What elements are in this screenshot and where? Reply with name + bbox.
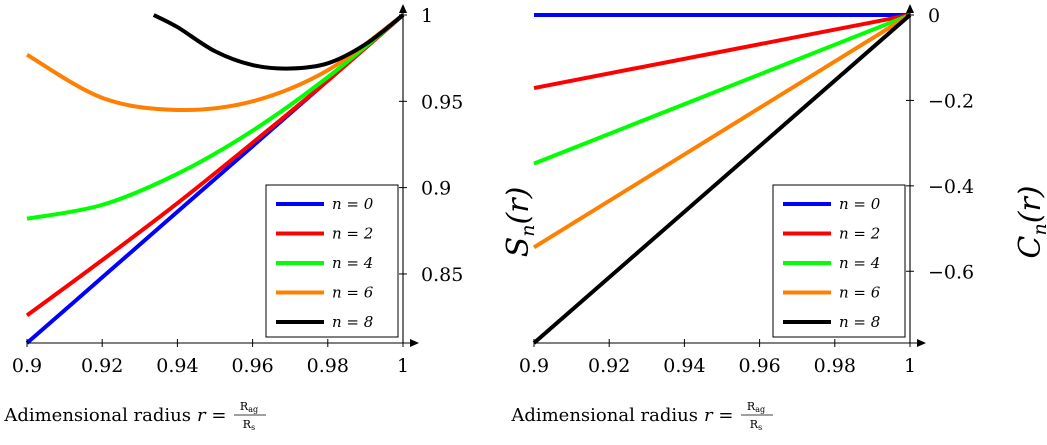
- right-panel-legend-label-4: n = 8: [839, 313, 880, 331]
- left-panel-x-label-frac-num-sub: ag: [248, 405, 258, 414]
- left-panel-x-label-text: Adimensional radius: [3, 405, 191, 426]
- right-panel-series-group: [532, 13, 912, 345]
- right-panel-x-tick-label-5: 1: [904, 355, 916, 377]
- left-panel-x-label-frac-num: Rag: [240, 400, 258, 414]
- right-panel-legend-label-1: n = 2: [839, 225, 880, 243]
- left-panel-x-tick-label-5: 1: [397, 355, 409, 377]
- left-panel-x-tick-label-2: 0.94: [156, 355, 198, 377]
- right-panel-y-axis-arrow: [906, 4, 914, 13]
- right-panel-x-label: Adimensional radius r = Rag Rs: [510, 400, 773, 432]
- right-panel-series-line-3: [532, 13, 912, 250]
- left-panel-series-group: [25, 13, 405, 345]
- right-panel-x-tick-label-3: 0.96: [738, 355, 780, 377]
- left-panel-x-tick-label-3: 0.96: [231, 355, 273, 377]
- right-panel-x-label-frac-den: Rs: [750, 418, 762, 432]
- left-panel-x-label-math: r =: [197, 405, 226, 426]
- right-panel-series-line-4: [532, 13, 912, 345]
- right-panel-legend-label-2: n = 4: [839, 254, 880, 272]
- left-panel-y-tick-label-0: 0.85: [421, 264, 463, 286]
- right-panel-y-tick-label-1: −0.2: [928, 90, 974, 112]
- left-panel-x-label-frac-den-sub: s: [251, 423, 255, 432]
- right-panel-x-label-frac-num: Rag: [747, 400, 765, 414]
- right-panel-y-tick-label-2: −0.4: [928, 176, 974, 198]
- right-panel-x-label-text: Adimensional radius: [510, 405, 698, 426]
- right-panel-left-title: Sn(r): [501, 187, 539, 258]
- right-panel-x-axis-arrow: [917, 339, 926, 347]
- left-panel-series-line-4: [152, 13, 405, 71]
- right-panel-y-tick-label-0: 0: [928, 5, 940, 27]
- left-panel-legend-label-1: n = 2: [332, 225, 373, 243]
- right-panel-x-tick-label-0: 0.9: [519, 355, 549, 377]
- left-panel-x-tick-label-1: 0.92: [81, 355, 123, 377]
- right-panel-series-line-2: [533, 13, 911, 166]
- right-panel-right-title-sub: n: [1029, 223, 1047, 235]
- left-panel-legend-label-4: n = 8: [332, 313, 373, 331]
- left-panel-x-tick-label-0: 0.9: [12, 355, 42, 377]
- left-panel-x-tick-label-4: 0.98: [307, 355, 349, 377]
- right-panel-x-label-frac-num-sub: ag: [755, 405, 765, 414]
- left-panel-legend-label-3: n = 6: [332, 284, 374, 302]
- right-panel-legend: n = 0 n = 2 n = 4 n = 6 n = 8: [772, 184, 906, 338]
- left-panel-legend-label-0: n = 0: [332, 195, 374, 213]
- left-panel-legend: n = 0 n = 2 n = 4 n = 6 n = 8: [265, 184, 399, 338]
- right-panel-right-title: Cn(r): [1013, 186, 1047, 259]
- right-panel-series-line-1: [533, 13, 911, 90]
- right-panel-right-title-arg: (r): [1013, 186, 1047, 224]
- left-panel-y-tick-label-1: 0.9: [421, 178, 451, 200]
- right-panel-legend-label-3: n = 6: [839, 284, 881, 302]
- left-panel-legend-box: [265, 184, 399, 338]
- left-panel-y-tick-label-2: 0.95: [421, 91, 463, 113]
- right-panel-y-tick-label-3: −0.6: [928, 261, 974, 283]
- right-panel-legend-label-0: n = 0: [839, 195, 881, 213]
- right-panel-x-tick-label-2: 0.94: [663, 355, 705, 377]
- left-panel-legend-label-2: n = 4: [332, 254, 373, 272]
- left-panel-y-tick-label-3: 1: [421, 5, 433, 27]
- right-panel-x-label-frac-den-sub: s: [758, 423, 762, 432]
- left-panel-series-line-3: [26, 13, 405, 113]
- right-panel-x-label-math: r =: [704, 405, 733, 426]
- right-panel-left-title-sub: n: [517, 224, 539, 236]
- left-panel-x-axis-arrow: [410, 339, 419, 347]
- left-panel-x-label: Adimensional radius r = Rag Rs: [3, 400, 266, 432]
- right-panel-x-tick-label-1: 0.92: [588, 355, 630, 377]
- right-panel-x-tick-label-4: 0.98: [814, 355, 856, 377]
- left-panel-series-line-2: [26, 13, 405, 221]
- left-panel-x-label-frac-den: Rs: [243, 418, 255, 432]
- right-panel-left-title-arg: (r): [501, 187, 536, 225]
- left-panel-series-line-1: [25, 13, 405, 317]
- left-panel-y-axis-arrow: [399, 4, 407, 13]
